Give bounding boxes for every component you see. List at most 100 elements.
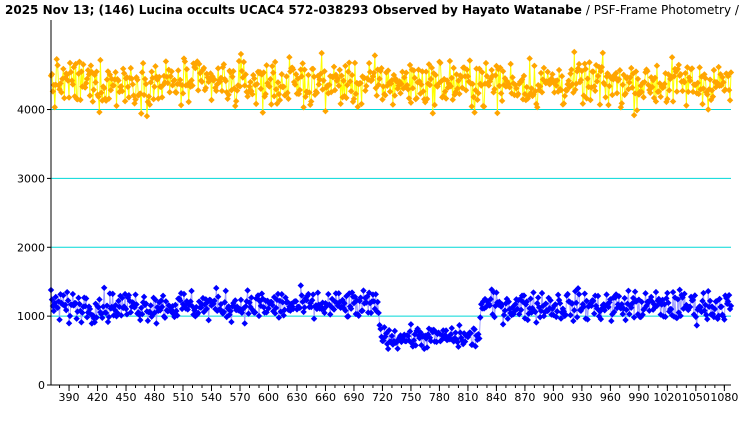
- series-1-point: [673, 314, 681, 322]
- series-1-point: [597, 315, 605, 323]
- series-1-point: [62, 301, 69, 309]
- series-0-point: [229, 73, 236, 80]
- series-1-point: [157, 297, 165, 304]
- series-0-point: [213, 87, 220, 94]
- series-1-point: [570, 317, 577, 325]
- series-1-point: [406, 328, 414, 335]
- series-1-point: [96, 296, 103, 303]
- series-0-point: [581, 60, 588, 68]
- series-1-point: [77, 307, 84, 315]
- series-1-point: [511, 308, 518, 315]
- series-1-point: [280, 312, 287, 319]
- series-1-point: [635, 296, 643, 303]
- series-0-point: [672, 68, 680, 75]
- series-1-point: [574, 285, 582, 292]
- series-0-point: [506, 84, 513, 91]
- series-0-point: [669, 98, 677, 105]
- series-0-point: [228, 87, 235, 94]
- series-0-point: [53, 55, 60, 63]
- series-0-point: [442, 95, 450, 102]
- series-0-point: [540, 64, 548, 72]
- series-0-point: [677, 71, 684, 78]
- x-tick-label: 960: [600, 391, 621, 404]
- series-0-point: [615, 76, 623, 83]
- series-0-point: [596, 101, 604, 108]
- series-1-point: [69, 290, 77, 298]
- series-1-point: [327, 311, 334, 318]
- series-1-point: [161, 314, 169, 321]
- series-1-point: [171, 313, 178, 321]
- series-0-point: [448, 74, 455, 82]
- series-1-point: [427, 337, 435, 345]
- series-1-point: [144, 317, 152, 325]
- series-1-point: [203, 305, 210, 313]
- series-1-point: [227, 307, 234, 315]
- series-1-point: [578, 305, 586, 312]
- series-0-point: [134, 76, 141, 83]
- series-1-point: [363, 299, 370, 306]
- series-1-point: [639, 311, 646, 318]
- series-1-point: [86, 305, 94, 313]
- series-1-point: [666, 308, 673, 315]
- series-1-point: [536, 313, 544, 321]
- series-0-point: [251, 75, 258, 82]
- series-0-point: [422, 68, 430, 75]
- series-1-point: [321, 309, 328, 317]
- series-1-point: [504, 315, 512, 322]
- series-1-point: [180, 290, 188, 298]
- series-1-point: [697, 304, 704, 311]
- series-1-point: [66, 312, 74, 320]
- series-0-point: [162, 58, 170, 65]
- series-1-point: [454, 339, 461, 346]
- series-0-point: [87, 62, 95, 69]
- series-0-point: [198, 78, 206, 85]
- series-0-point: [626, 79, 633, 86]
- series-0-point: [622, 90, 629, 97]
- series-0-point: [88, 68, 96, 76]
- series-1-point: [109, 290, 116, 298]
- series-0-point: [61, 94, 68, 102]
- series-0-point: [65, 94, 73, 101]
- series-0-point: [145, 93, 153, 100]
- series-0-point: [612, 69, 620, 77]
- series-0-point: [708, 87, 716, 94]
- series-0-point: [371, 52, 379, 59]
- series-0-point: [137, 90, 144, 97]
- series-1-point: [381, 324, 388, 331]
- series-0-point: [534, 104, 541, 111]
- series-1-point: [501, 307, 509, 314]
- series-0-point: [456, 90, 463, 98]
- series-1-point: [195, 309, 202, 317]
- series-1-point: [305, 290, 312, 298]
- series-1-point: [611, 294, 619, 301]
- series-1-point: [228, 318, 235, 326]
- series-0-point: [178, 81, 186, 89]
- series-0-point: [597, 68, 605, 75]
- series-0-point: [419, 68, 426, 75]
- series-1-point: [677, 312, 684, 320]
- series-0-point: [51, 104, 58, 111]
- series-1-point: [524, 316, 531, 324]
- series-0-point: [510, 80, 517, 87]
- series-1-point: [90, 314, 97, 322]
- series-1-point: [572, 288, 579, 295]
- series-0-point: [447, 83, 455, 90]
- series-0-point: [253, 80, 261, 88]
- series-1-point: [278, 291, 285, 298]
- series-0-point: [553, 82, 560, 89]
- series-0-point: [620, 71, 627, 79]
- series-0-point: [282, 91, 289, 99]
- series-0-point: [698, 73, 705, 80]
- series-0-point: [475, 89, 482, 97]
- series-0-point: [549, 71, 556, 78]
- series-0-point: [585, 83, 592, 91]
- series-0-point: [104, 68, 112, 75]
- series-0-point: [591, 83, 598, 90]
- series-1-point: [335, 290, 342, 297]
- series-0-point: [63, 71, 71, 78]
- series-0-point: [82, 79, 90, 87]
- series-0-point: [470, 93, 477, 101]
- series-0-point: [491, 85, 498, 93]
- series-1-point: [491, 313, 498, 321]
- series-0-point: [334, 75, 342, 82]
